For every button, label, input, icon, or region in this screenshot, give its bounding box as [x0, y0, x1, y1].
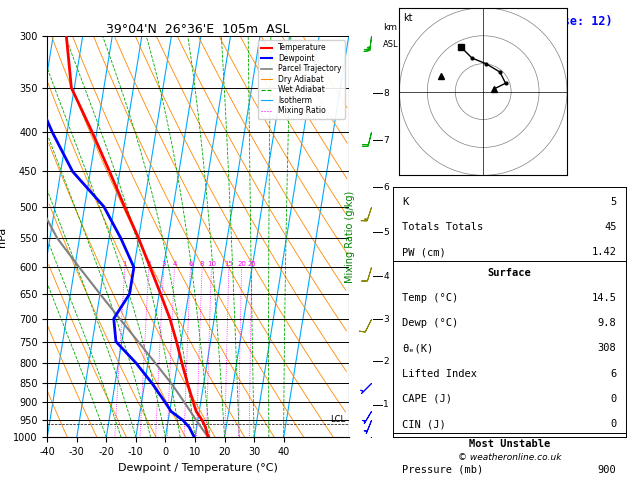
Text: 1.42: 1.42: [591, 247, 616, 258]
Text: 28.04.2024  03GMT  (Base: 12): 28.04.2024 03GMT (Base: 12): [406, 16, 613, 28]
Text: 1: 1: [383, 400, 389, 409]
Text: K: K: [403, 197, 409, 207]
Text: 3: 3: [383, 314, 389, 324]
Text: Temp (°C): Temp (°C): [403, 293, 459, 303]
Text: ASL: ASL: [383, 40, 399, 50]
Text: 5: 5: [383, 228, 389, 237]
Text: kt: kt: [403, 13, 412, 23]
Text: 9.8: 9.8: [598, 318, 616, 328]
Text: 20: 20: [237, 261, 246, 267]
Text: 3: 3: [162, 261, 166, 267]
Text: 0: 0: [610, 419, 616, 429]
Text: CAPE (J): CAPE (J): [403, 394, 452, 404]
Text: 45: 45: [604, 222, 616, 232]
Text: 25: 25: [247, 261, 256, 267]
Text: 6: 6: [383, 183, 389, 192]
Text: 8: 8: [200, 261, 204, 267]
Text: 8: 8: [383, 89, 389, 98]
Text: Pressure (mb): Pressure (mb): [403, 465, 484, 475]
Text: CIN (J): CIN (J): [403, 419, 446, 429]
Text: 2: 2: [383, 357, 389, 365]
Text: 5: 5: [610, 197, 616, 207]
Text: 7: 7: [383, 136, 389, 145]
Text: 4: 4: [172, 261, 177, 267]
Text: PW (cm): PW (cm): [403, 247, 446, 258]
Text: © weatheronline.co.uk: © weatheronline.co.uk: [458, 453, 561, 463]
Text: 900: 900: [598, 465, 616, 475]
Text: km: km: [383, 23, 398, 33]
Y-axis label: hPa: hPa: [0, 227, 8, 247]
Legend: Temperature, Dewpoint, Parcel Trajectory, Dry Adiabat, Wet Adiabat, Isotherm, Mi: Temperature, Dewpoint, Parcel Trajectory…: [258, 40, 345, 119]
Text: 0: 0: [610, 394, 616, 404]
Text: Totals Totals: Totals Totals: [403, 222, 484, 232]
Text: 4: 4: [383, 272, 389, 280]
Text: Lifted Index: Lifted Index: [403, 368, 477, 379]
Text: 308: 308: [598, 343, 616, 353]
Title: 39°04'N  26°36'E  105m  ASL: 39°04'N 26°36'E 105m ASL: [106, 23, 290, 36]
Text: θₑ(K): θₑ(K): [403, 343, 433, 353]
Text: 10: 10: [207, 261, 216, 267]
Text: Most Unstable: Most Unstable: [469, 439, 550, 450]
Text: LCL: LCL: [330, 415, 345, 424]
Text: 2: 2: [147, 261, 151, 267]
Text: 6: 6: [610, 368, 616, 379]
Text: 14.5: 14.5: [591, 293, 616, 303]
Text: Dewp (°C): Dewp (°C): [403, 318, 459, 328]
Text: 6: 6: [188, 261, 192, 267]
X-axis label: Dewpoint / Temperature (°C): Dewpoint / Temperature (°C): [118, 463, 278, 473]
Text: 1: 1: [123, 261, 127, 267]
Text: 15: 15: [225, 261, 233, 267]
Text: Surface: Surface: [487, 268, 532, 278]
Text: Mixing Ratio (g/kg): Mixing Ratio (g/kg): [345, 191, 355, 283]
